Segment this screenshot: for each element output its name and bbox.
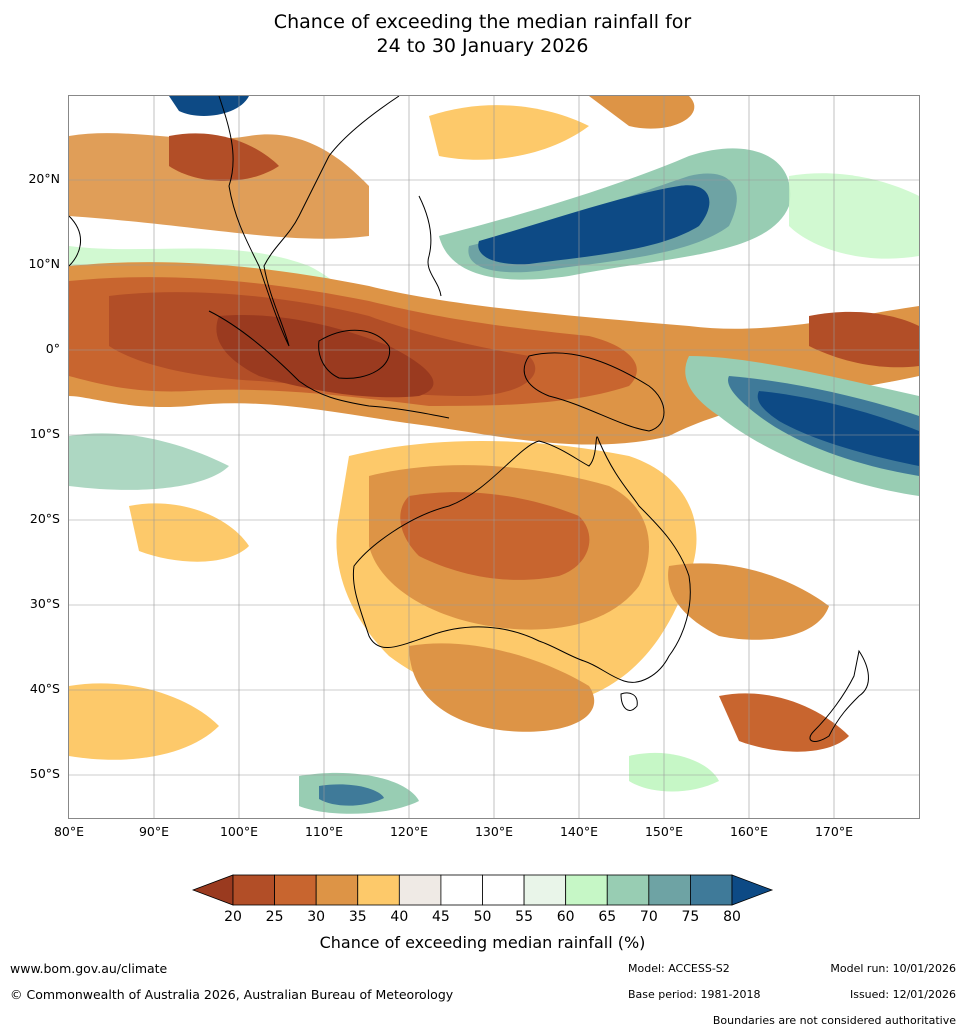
lon-label-130e: 130°E — [474, 824, 513, 839]
colorbar-tick-label: 30 — [307, 909, 326, 925]
colorbar-cell — [398, 874, 442, 906]
colorbar-svg — [191, 874, 774, 906]
south-pacific-wet-region — [69, 356, 919, 496]
title-line-1: Chance of exceeding the median rainfall … — [273, 11, 692, 33]
lon-label-140e: 140°E — [559, 824, 598, 839]
title-line-2: 24 to 30 January 2026 — [376, 35, 589, 57]
colorbar-cell — [565, 874, 608, 906]
base-period-text: Base period: 1981-2018 — [628, 988, 761, 1001]
map-title: Chance of exceeding the median rainfall … — [0, 10, 965, 58]
colorbar-cell — [315, 874, 359, 906]
map-canvas — [69, 96, 919, 818]
colorbar — [191, 873, 774, 907]
lon-label-80e: 80°E — [53, 824, 85, 839]
colorbar-cell — [523, 874, 567, 906]
copyright-text: © Commonwealth of Australia 2026, Austra… — [10, 987, 454, 1002]
lon-label-90e: 90°E — [138, 824, 170, 839]
colorbar-tick-label: 65 — [598, 909, 617, 925]
australia-dry-region — [69, 441, 849, 760]
colorbar-title: Chance of exceeding median rainfall (%) — [319, 933, 646, 952]
lat-label-20s: 20°S — [29, 511, 60, 526]
lat-label-20n: 20°N — [28, 171, 60, 186]
colorbar-tick-label: 70 — [639, 909, 658, 925]
lon-label-110e: 110°E — [304, 824, 343, 839]
colorbar-tick-label: 40 — [390, 909, 409, 925]
lon-label-170e: 170°E — [814, 824, 853, 839]
colorbar-tick-label: 75 — [681, 909, 700, 925]
colorbar-cell — [274, 874, 317, 906]
lat-label-50s: 50°S — [29, 766, 60, 781]
colorbar-cell — [440, 874, 483, 906]
website-link[interactable]: www.bom.gov.au/climate — [10, 961, 168, 976]
colorbar-cell — [357, 874, 400, 906]
model-run-text: Model run: 10/01/2026 — [830, 962, 956, 975]
colorbar-cell — [648, 874, 691, 906]
colorbar-cell — [482, 874, 525, 906]
colorbar-tick-label: 35 — [348, 909, 367, 925]
lat-label-0: 0° — [45, 341, 60, 356]
lat-label-10n: 10°N — [28, 256, 60, 271]
disclaimer-text: Boundaries are not considered authoritat… — [712, 1014, 956, 1027]
lon-label-100e: 100°E — [219, 824, 258, 839]
colorbar-cell — [232, 874, 275, 906]
coastlines — [69, 96, 869, 742]
lon-label-150e: 150°E — [644, 824, 683, 839]
colorbar-tick-label: 45 — [431, 909, 450, 925]
model-text: Model: ACCESS-S2 — [628, 962, 730, 975]
colorbar-cell — [690, 874, 733, 906]
lat-label-40s: 40°S — [29, 681, 60, 696]
rainfall-map[interactable] — [68, 95, 920, 819]
southern-wet-patches — [299, 752, 719, 814]
colorbar-tick-label: 80 — [723, 909, 741, 925]
issued-text: Issued: 12/01/2026 — [849, 988, 956, 1001]
colorbar-cell — [606, 874, 650, 906]
lon-label-160e: 160°E — [729, 824, 768, 839]
colorbar-tick-label: 55 — [515, 909, 533, 925]
lat-label-10s: 10°S — [29, 426, 60, 441]
lon-label-120e: 120°E — [389, 824, 428, 839]
colorbar-extend-high — [731, 874, 774, 906]
colorbar-tick-label: 25 — [265, 909, 284, 925]
colorbar-tick-label: 60 — [556, 909, 575, 925]
colorbar-extend-low — [191, 874, 234, 906]
lat-label-30s: 30°S — [29, 596, 60, 611]
colorbar-tick-label: 20 — [224, 909, 242, 925]
colorbar-tick-label: 50 — [473, 909, 492, 925]
graticule — [69, 96, 919, 818]
